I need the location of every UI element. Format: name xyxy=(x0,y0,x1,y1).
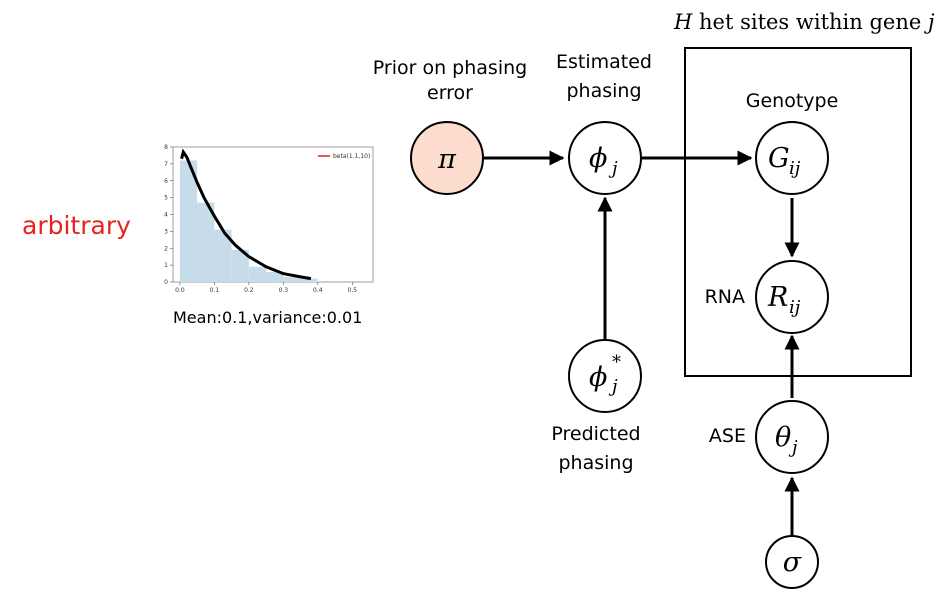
plate-title: H het sites within gene j xyxy=(673,10,935,34)
histogram-bar xyxy=(248,266,267,282)
rna-label: RNA xyxy=(705,286,745,308)
x-tick-label: 0.4 xyxy=(313,287,323,294)
histogram-bar xyxy=(300,278,318,282)
node-phi-symbol: ϕ xyxy=(589,143,607,174)
node-g-symbol: G xyxy=(768,143,790,174)
y-tick-label: 0 xyxy=(164,279,168,286)
node-theta-circle xyxy=(755,400,829,474)
node-theta-symbol: θ xyxy=(775,422,791,453)
y-tick-label: 8 xyxy=(164,144,168,151)
histogram-bar xyxy=(214,229,232,282)
predicted-label: Predicted xyxy=(551,423,640,445)
chart-caption: Mean:0.1,variance:0.01 xyxy=(173,308,362,327)
histogram-bar xyxy=(283,276,301,282)
x-tick-label: 0.1 xyxy=(210,287,220,294)
node-r: R ij xyxy=(755,260,829,334)
prior-distribution-chart: 0 1 2 3 4 5 6 7 8 0.0 0.1 0.2 0.3 0.4 0.5 beta(1.1,10… xyxy=(164,144,374,294)
node-pi-circle xyxy=(410,121,484,195)
node-pi-symbol: π xyxy=(437,144,457,175)
node-phi-circle xyxy=(568,121,642,195)
beta-density-curve xyxy=(180,148,312,281)
prior-label: Prior on phasing xyxy=(373,57,527,79)
estimated-label: Estimated xyxy=(556,51,652,73)
plate-title-var: H xyxy=(673,10,693,34)
node-phi-star-circle xyxy=(568,339,642,413)
estimated-label-line2: phasing xyxy=(566,80,641,102)
node-r-circle xyxy=(755,260,829,334)
plate-title-index: j xyxy=(924,10,935,34)
y-tick-label: 5 xyxy=(164,195,168,202)
node-r-subscript: ij xyxy=(789,297,801,318)
node-phi-star-subscript: j xyxy=(608,376,618,397)
node-sigma-circle xyxy=(765,535,819,589)
histogram-bar xyxy=(179,160,198,282)
node-theta-subscript: j xyxy=(788,437,798,458)
y-tick-label: 7 xyxy=(164,161,168,168)
node-r-symbol: R xyxy=(767,282,788,313)
node-sigma-symbol: σ xyxy=(783,547,803,578)
y-tick-label: 4 xyxy=(164,212,168,219)
node-pi: π xyxy=(410,121,484,195)
arbitrary-label: arbitrary xyxy=(22,211,131,240)
node-phi-subscript: j xyxy=(608,158,618,179)
x-tick-label: 0.5 xyxy=(348,287,358,294)
predicted-label-line2: phasing xyxy=(558,452,633,474)
node-g-subscript: ij xyxy=(789,158,801,179)
prior-label-line2: error xyxy=(427,82,473,104)
y-tick-label: 1 xyxy=(164,262,168,269)
histogram-bar xyxy=(197,202,215,282)
histogram-bar xyxy=(266,271,284,282)
node-phi: ϕ j xyxy=(568,121,642,195)
node-theta: θ j xyxy=(755,400,829,474)
x-tick-label: 0.3 xyxy=(279,287,289,294)
histogram-bar xyxy=(231,249,249,282)
plate-title-text: het sites within gene xyxy=(692,10,928,34)
genotype-label: Genotype xyxy=(746,90,839,112)
x-tick-label: 0.0 xyxy=(175,287,185,294)
y-axis-ticks: 0 1 2 3 4 5 6 7 8 xyxy=(164,144,173,286)
y-tick-label: 3 xyxy=(164,228,168,235)
node-g-circle xyxy=(755,121,829,195)
node-phi-star-superscript: * xyxy=(612,352,621,373)
x-tick-label: 0.2 xyxy=(244,287,254,294)
legend-label: beta(1.1,10) xyxy=(333,153,370,160)
node-phi-star: ϕ * j xyxy=(568,339,642,413)
node-phi-star-symbol: ϕ xyxy=(589,362,607,393)
node-g: G ij xyxy=(755,121,829,195)
plate-box xyxy=(684,47,912,377)
ase-label: ASE xyxy=(709,425,746,447)
histogram-bars xyxy=(179,160,318,282)
y-tick-label: 6 xyxy=(164,178,168,185)
y-tick-label: 2 xyxy=(164,245,168,252)
x-axis-ticks: 0.0 0.1 0.2 0.3 0.4 0.5 xyxy=(175,282,357,294)
node-sigma: σ xyxy=(765,535,819,589)
